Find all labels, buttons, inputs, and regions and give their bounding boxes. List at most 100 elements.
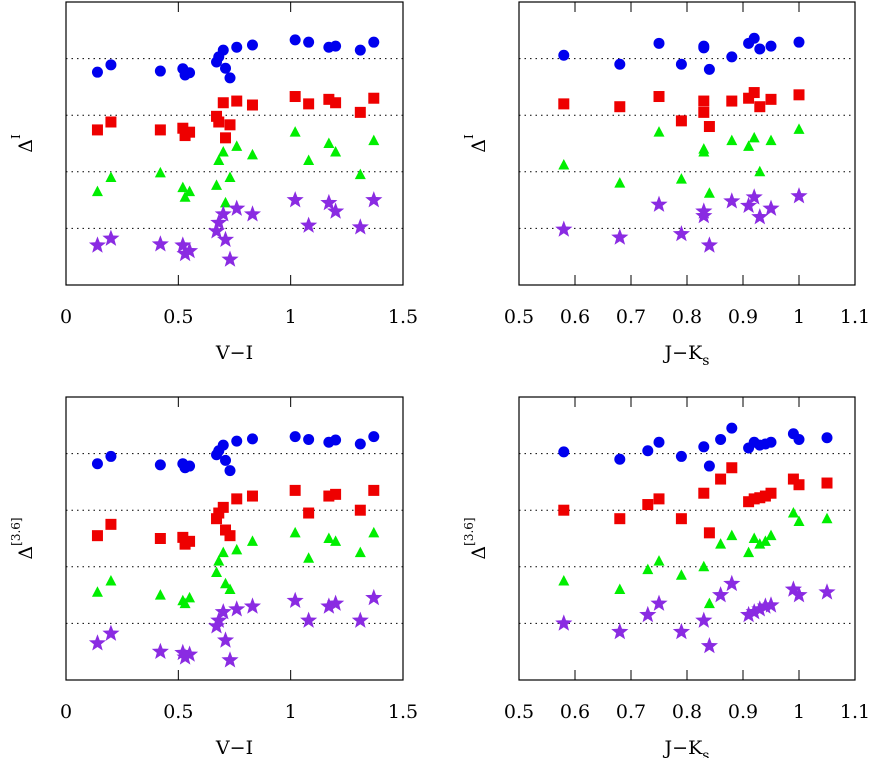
point [558, 504, 570, 516]
x-tick-label: 0.5 [504, 306, 534, 328]
point [793, 89, 805, 101]
point [184, 126, 196, 138]
point [91, 185, 103, 197]
panel: 0.5 0.6 0.7 0.8 0.9 1 1.1 J−Ks ΔI [462, 1, 869, 369]
point [368, 431, 380, 443]
x-tick-label: 0.8 [672, 701, 702, 723]
point [177, 122, 189, 134]
panel: 0.5 0.6 0.7 0.8 0.9 1 1.1 J−Ks Δ[3.6] [462, 396, 869, 758]
point [703, 597, 715, 609]
point [351, 218, 369, 235]
point [675, 173, 687, 184]
point [214, 205, 232, 222]
point [289, 431, 301, 443]
point [211, 513, 223, 525]
point [614, 177, 626, 188]
point [743, 496, 755, 508]
point [726, 462, 738, 474]
point [653, 555, 665, 566]
point [177, 531, 189, 543]
point [224, 72, 236, 84]
point [220, 577, 232, 589]
y-axis-label-main: Δ [468, 546, 490, 560]
point [726, 95, 738, 107]
point [221, 651, 239, 668]
x-tick-label: 1 [793, 306, 805, 328]
point [217, 439, 229, 451]
point [176, 244, 194, 262]
point [653, 91, 665, 103]
point [762, 596, 780, 613]
point [558, 98, 570, 110]
point [555, 614, 573, 631]
point [748, 493, 760, 505]
point [700, 236, 718, 253]
point [726, 422, 738, 434]
x-tick-label: 1 [793, 701, 805, 723]
point [695, 611, 713, 628]
point [698, 106, 710, 118]
point [213, 507, 225, 519]
point [91, 586, 103, 597]
point [217, 546, 229, 558]
point [184, 67, 196, 79]
x-tick-label: 1.5 [388, 701, 418, 723]
point [698, 145, 710, 157]
point [555, 220, 573, 237]
plot-frame [65, 396, 404, 681]
point [220, 196, 232, 208]
x-tick-label: 0.5 [504, 701, 534, 723]
point [323, 490, 335, 502]
point [614, 583, 626, 594]
point [300, 611, 318, 628]
point [365, 588, 383, 606]
y-axis-label: ΔI [9, 134, 37, 153]
point [323, 137, 335, 148]
y-axis-label-sup: [3.6] [462, 517, 476, 545]
point [208, 222, 226, 239]
point [675, 58, 687, 70]
point [184, 185, 196, 197]
point [743, 140, 755, 151]
point [787, 473, 799, 485]
point [151, 642, 169, 659]
point [154, 124, 166, 136]
point [650, 594, 668, 611]
point [740, 605, 758, 623]
point [700, 637, 718, 654]
x-tick-label: 0.6 [560, 306, 590, 328]
point [330, 434, 342, 446]
panel: 0 0.5 1 1.5 V−I ΔI [9, 1, 418, 364]
point [246, 99, 258, 111]
x-axis-label: V−I [215, 342, 253, 364]
point [703, 187, 715, 198]
point [213, 116, 225, 128]
x-tick-label: 1.1 [840, 701, 869, 723]
point [793, 479, 805, 491]
point [220, 524, 232, 536]
y-axis-label: Δ[3.6] [9, 517, 37, 559]
point [220, 132, 232, 144]
point [743, 92, 755, 104]
y-axis-label-main: Δ [15, 546, 37, 560]
point [765, 93, 777, 105]
point [351, 611, 369, 628]
point [754, 165, 766, 177]
point [653, 37, 665, 49]
point [821, 512, 833, 524]
point [818, 583, 836, 600]
point [231, 493, 243, 505]
point [765, 134, 777, 146]
x-tick-label: 0.5 [163, 701, 193, 723]
point [698, 40, 710, 52]
point [675, 513, 687, 525]
point [558, 574, 570, 586]
x-tick-label: 0.7 [616, 306, 646, 328]
point [211, 179, 223, 190]
point [154, 589, 166, 600]
point [765, 529, 777, 541]
point [220, 62, 232, 74]
point [642, 499, 654, 511]
point [745, 603, 763, 620]
